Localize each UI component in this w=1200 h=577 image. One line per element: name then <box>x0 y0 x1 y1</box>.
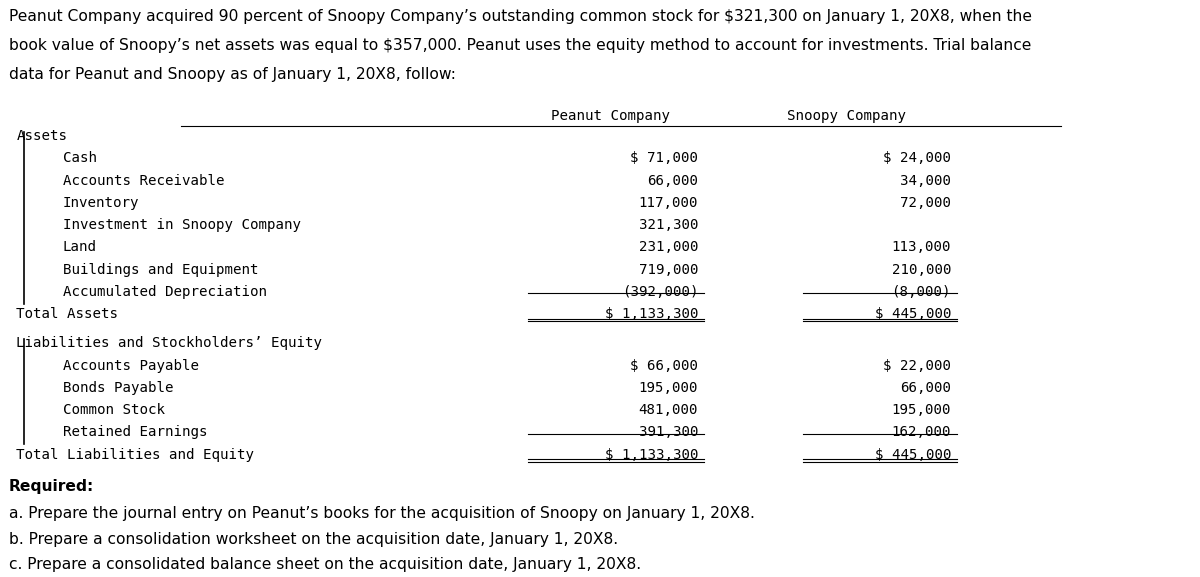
Text: 66,000: 66,000 <box>900 381 952 395</box>
Text: Liabilities and Stockholders’ Equity: Liabilities and Stockholders’ Equity <box>17 336 323 350</box>
Text: c. Prepare a consolidated balance sheet on the acquisition date, January 1, 20X8: c. Prepare a consolidated balance sheet … <box>8 557 641 572</box>
Text: a. Prepare the journal entry on Peanut’s books for the acquisition of Snoopy on : a. Prepare the journal entry on Peanut’s… <box>8 506 755 521</box>
Text: 72,000: 72,000 <box>900 196 952 210</box>
Text: Peanut Company: Peanut Company <box>551 109 670 123</box>
Text: 34,000: 34,000 <box>900 174 952 188</box>
Text: Snoopy Company: Snoopy Company <box>787 109 906 123</box>
Text: Total Liabilities and Equity: Total Liabilities and Equity <box>17 448 254 462</box>
Text: Inventory: Inventory <box>62 196 139 210</box>
Text: $ 71,000: $ 71,000 <box>630 151 698 165</box>
Text: 719,000: 719,000 <box>638 263 698 277</box>
Text: $ 445,000: $ 445,000 <box>875 308 952 321</box>
Text: $ 445,000: $ 445,000 <box>875 448 952 462</box>
Text: Peanut Company acquired 90 percent of Snoopy Company’s outstanding common stock : Peanut Company acquired 90 percent of Sn… <box>8 9 1032 24</box>
Text: 66,000: 66,000 <box>647 174 698 188</box>
Text: $ 1,133,300: $ 1,133,300 <box>605 448 698 462</box>
Text: 321,300: 321,300 <box>638 218 698 232</box>
Text: 117,000: 117,000 <box>638 196 698 210</box>
Text: 231,000: 231,000 <box>638 241 698 254</box>
Text: $ 22,000: $ 22,000 <box>883 358 952 373</box>
Text: $ 1,133,300: $ 1,133,300 <box>605 308 698 321</box>
Text: $ 66,000: $ 66,000 <box>630 358 698 373</box>
Text: Buildings and Equipment: Buildings and Equipment <box>62 263 258 277</box>
Text: Accumulated Depreciation: Accumulated Depreciation <box>62 285 266 299</box>
Text: Common Stock: Common Stock <box>62 403 164 417</box>
Text: Investment in Snoopy Company: Investment in Snoopy Company <box>62 218 301 232</box>
Text: Total Assets: Total Assets <box>17 308 119 321</box>
Text: (392,000): (392,000) <box>622 285 698 299</box>
Text: Bonds Payable: Bonds Payable <box>62 381 173 395</box>
Text: Land: Land <box>62 241 97 254</box>
Text: Assets: Assets <box>17 129 67 143</box>
Text: (8,000): (8,000) <box>892 285 952 299</box>
Text: 162,000: 162,000 <box>892 425 952 439</box>
Text: 481,000: 481,000 <box>638 403 698 417</box>
Text: Retained Earnings: Retained Earnings <box>62 425 208 439</box>
Text: 210,000: 210,000 <box>892 263 952 277</box>
Text: b. Prepare a consolidation worksheet on the acquisition date, January 1, 20X8.: b. Prepare a consolidation worksheet on … <box>8 531 618 546</box>
Text: Accounts Payable: Accounts Payable <box>62 358 199 373</box>
Text: 113,000: 113,000 <box>892 241 952 254</box>
Text: book value of Snoopy’s net assets was equal to $357,000. Peanut uses the equity : book value of Snoopy’s net assets was eq… <box>8 38 1031 53</box>
Text: 391,300: 391,300 <box>638 425 698 439</box>
Text: 195,000: 195,000 <box>892 403 952 417</box>
Text: Accounts Receivable: Accounts Receivable <box>62 174 224 188</box>
Text: $ 24,000: $ 24,000 <box>883 151 952 165</box>
Text: Cash: Cash <box>62 151 97 165</box>
Text: data for Peanut and Snoopy as of January 1, 20X8, follow:: data for Peanut and Snoopy as of January… <box>8 67 456 82</box>
Text: 195,000: 195,000 <box>638 381 698 395</box>
Text: Required:: Required: <box>8 479 94 494</box>
